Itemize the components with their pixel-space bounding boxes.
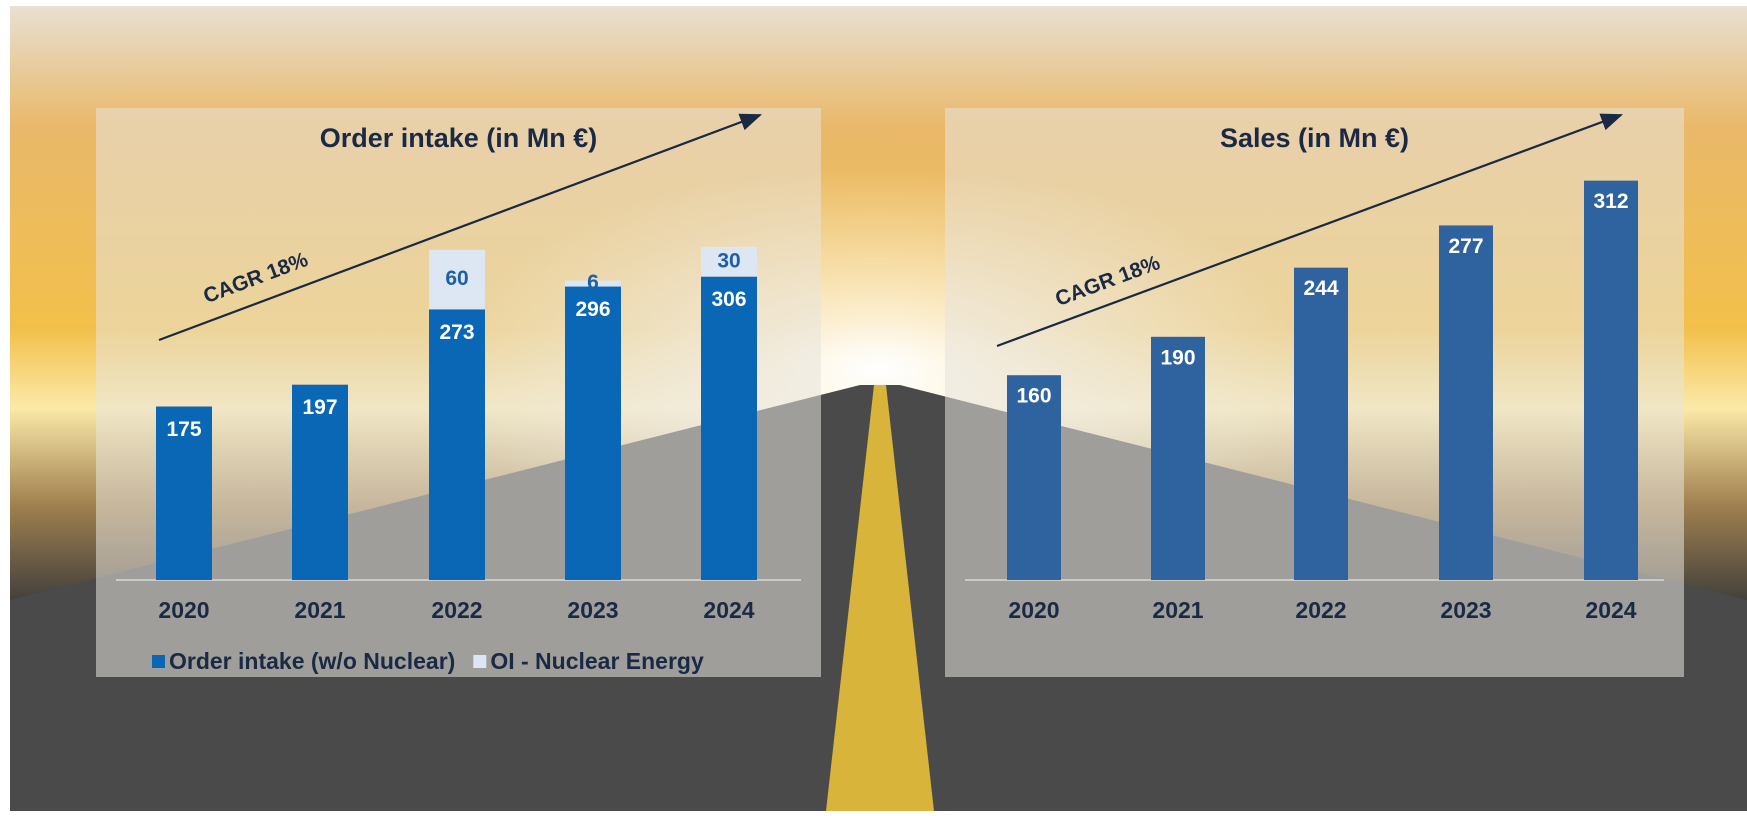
x-tick-label: 2021	[294, 597, 345, 623]
legend-label: OI - Nuclear Energy	[490, 648, 704, 674]
bar-segment	[292, 384, 348, 580]
bar	[1007, 375, 1061, 580]
x-tick-label: 2024	[703, 597, 754, 623]
legend-label: Order intake (w/o Nuclear)	[169, 648, 455, 674]
road-line	[826, 385, 934, 811]
data-label: 197	[302, 396, 337, 419]
bar-segment	[429, 249, 485, 310]
bar-segment	[429, 309, 485, 580]
trend-arrow	[996, 113, 1624, 348]
chart-title: Order intake (in Mn €)	[320, 123, 598, 153]
bar-segment	[565, 280, 621, 287]
x-tick-label: 2023	[1440, 597, 1491, 623]
bar	[1294, 267, 1348, 580]
data-label: 273	[439, 321, 474, 344]
data-label: 277	[1448, 235, 1483, 258]
data-label: 30	[717, 249, 740, 272]
bar	[1151, 336, 1205, 580]
data-label: 306	[711, 288, 746, 311]
x-tick-label: 2020	[158, 597, 209, 623]
data-label: 244	[1303, 277, 1338, 300]
legend-swatch	[473, 655, 487, 668]
bar-segment	[565, 286, 621, 580]
data-label: 175	[166, 418, 201, 441]
data-label: 190	[1160, 346, 1195, 369]
bar-segment	[701, 276, 757, 580]
data-label: 160	[1016, 385, 1051, 408]
x-tick-label: 2022	[431, 597, 482, 623]
bar-segment	[156, 406, 212, 580]
x-tick-label: 2024	[1585, 597, 1636, 623]
x-tick-label: 2022	[1295, 597, 1346, 623]
trend-arrow	[158, 113, 763, 342]
data-label: 296	[575, 298, 610, 321]
x-tick-label: 2021	[1152, 597, 1203, 623]
data-label: 312	[1593, 190, 1628, 213]
data-label: 60	[445, 267, 468, 290]
bar	[1584, 180, 1638, 580]
bar	[1439, 225, 1493, 580]
x-tick-label: 2020	[1008, 597, 1059, 623]
bar-segment	[701, 246, 757, 277]
legend-swatch	[152, 655, 165, 668]
data-label: 6	[587, 271, 599, 294]
chart-title: Sales (in Mn €)	[1220, 123, 1409, 153]
x-tick-label: 2023	[567, 597, 618, 623]
